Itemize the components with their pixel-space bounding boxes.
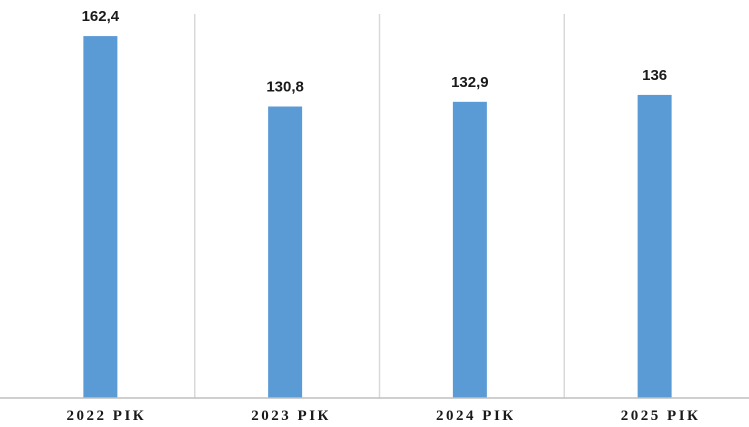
bar-3 (452, 101, 487, 398)
category-label-4: 2025 РІК (621, 408, 701, 424)
bar-2 (268, 106, 303, 398)
data-label-1: 162,4 (82, 8, 120, 25)
bars-group (83, 36, 672, 399)
bar-1 (83, 36, 118, 399)
data-label-2: 130,8 (266, 79, 304, 96)
category-label-3: 2024 РІК (436, 408, 516, 424)
category-labels-group: 2022 РІК 2023 РІК 2024 РІК 2025 РІК (67, 408, 701, 424)
category-label-2: 2023 РІК (251, 408, 331, 424)
data-label-4: 136 (642, 67, 667, 84)
category-label-1: 2022 РІК (67, 408, 147, 424)
data-label-3: 132,9 (451, 74, 489, 91)
category-separators (194, 14, 565, 398)
data-labels-group: 162,4 130,8 132,9 136 (82, 8, 668, 95)
bar-4 (637, 94, 672, 399)
